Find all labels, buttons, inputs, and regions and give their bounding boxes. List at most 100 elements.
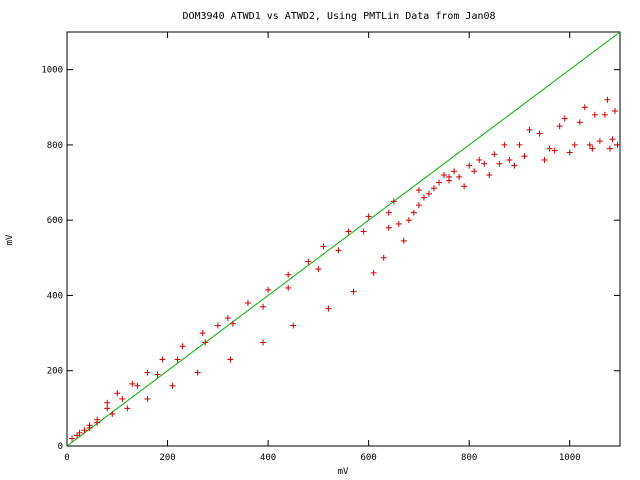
data-point xyxy=(370,269,377,276)
x-tick-label: 0 xyxy=(64,453,69,463)
data-point xyxy=(395,220,402,227)
chart-title: DOM3940 ATWD1 vs ATWD2, Using PMTLin Dat… xyxy=(182,11,495,22)
data-point xyxy=(466,162,473,169)
data-point xyxy=(415,202,422,209)
data-point xyxy=(561,115,568,122)
data-point xyxy=(154,371,161,378)
y-axis-label: mV xyxy=(5,234,15,245)
data-point xyxy=(335,247,342,254)
data-point xyxy=(436,179,443,186)
data-point xyxy=(350,288,357,295)
reference-line-path xyxy=(66,31,621,447)
y-tick-label: 600 xyxy=(47,216,63,226)
data-point xyxy=(541,156,548,163)
data-point xyxy=(174,356,181,363)
data-point xyxy=(229,320,236,327)
x-axis-label: mV xyxy=(338,467,349,477)
data-point xyxy=(104,399,111,406)
data-point xyxy=(144,395,151,402)
reference-line xyxy=(66,31,621,447)
data-point xyxy=(159,356,166,363)
data-point xyxy=(109,411,116,418)
data-point xyxy=(134,382,141,389)
data-point xyxy=(129,380,136,387)
data-point xyxy=(410,209,417,216)
data-point xyxy=(591,111,598,118)
data-point xyxy=(604,96,611,103)
data-point xyxy=(486,172,493,179)
x-tick-label: 1000 xyxy=(559,453,581,463)
data-point xyxy=(441,172,448,179)
data-point xyxy=(104,405,111,412)
y-tick-label: 0 xyxy=(58,442,63,452)
data-point xyxy=(576,119,583,126)
data-point xyxy=(420,194,427,201)
data-point xyxy=(260,339,267,346)
data-point xyxy=(224,315,231,322)
data-point xyxy=(385,224,392,231)
data-point xyxy=(315,266,322,273)
data-point xyxy=(199,330,206,337)
data-point xyxy=(119,395,126,402)
data-point xyxy=(260,303,267,310)
data-point xyxy=(345,228,352,235)
data-point xyxy=(385,209,392,216)
data-point xyxy=(496,160,503,167)
data-point xyxy=(551,147,558,154)
data-point xyxy=(611,108,618,115)
data-point xyxy=(325,305,332,312)
data-point xyxy=(481,160,488,167)
data-point xyxy=(124,405,131,412)
data-point xyxy=(456,173,463,180)
y-axis-ticks: 0 200 400 600 800 1000 xyxy=(41,66,620,452)
data-point xyxy=(609,136,616,143)
data-point xyxy=(614,141,621,148)
data-point xyxy=(536,130,543,137)
data-point xyxy=(76,429,83,436)
data-point xyxy=(586,141,593,148)
data-point xyxy=(405,217,412,224)
x-tick-label: 600 xyxy=(361,453,377,463)
data-point xyxy=(556,123,563,130)
data-point xyxy=(571,141,578,148)
data-point xyxy=(511,162,518,169)
data-point xyxy=(430,185,437,192)
y-tick-label: 200 xyxy=(47,367,63,377)
data-point xyxy=(81,427,88,434)
data-point xyxy=(461,183,468,190)
data-point xyxy=(285,271,292,278)
data-point xyxy=(360,228,367,235)
data-point xyxy=(214,322,221,329)
data-point xyxy=(227,356,234,363)
data-point xyxy=(285,284,292,291)
data-point xyxy=(546,145,553,152)
data-point xyxy=(94,419,101,426)
data-point xyxy=(526,126,533,133)
data-point xyxy=(179,343,186,350)
data-point xyxy=(265,286,272,293)
data-point xyxy=(506,156,513,163)
data-point xyxy=(589,145,596,152)
data-point xyxy=(380,254,387,261)
data-point xyxy=(491,151,498,158)
data-point xyxy=(521,153,528,160)
x-tick-label: 200 xyxy=(159,453,175,463)
y-tick-label: 1000 xyxy=(41,66,63,76)
data-point xyxy=(451,168,458,175)
data-point xyxy=(390,198,397,205)
data-point xyxy=(415,187,422,194)
data-point xyxy=(476,156,483,163)
data-point xyxy=(169,382,176,389)
x-tick-label: 400 xyxy=(260,453,276,463)
data-point xyxy=(566,149,573,156)
data-point xyxy=(290,322,297,329)
data-point xyxy=(516,141,523,148)
data-point xyxy=(581,104,588,111)
data-point xyxy=(320,243,327,250)
y-tick-label: 800 xyxy=(47,141,63,151)
data-point xyxy=(202,339,209,346)
data-point xyxy=(400,237,407,244)
data-point xyxy=(74,432,81,439)
y-tick-label: 400 xyxy=(47,291,63,301)
